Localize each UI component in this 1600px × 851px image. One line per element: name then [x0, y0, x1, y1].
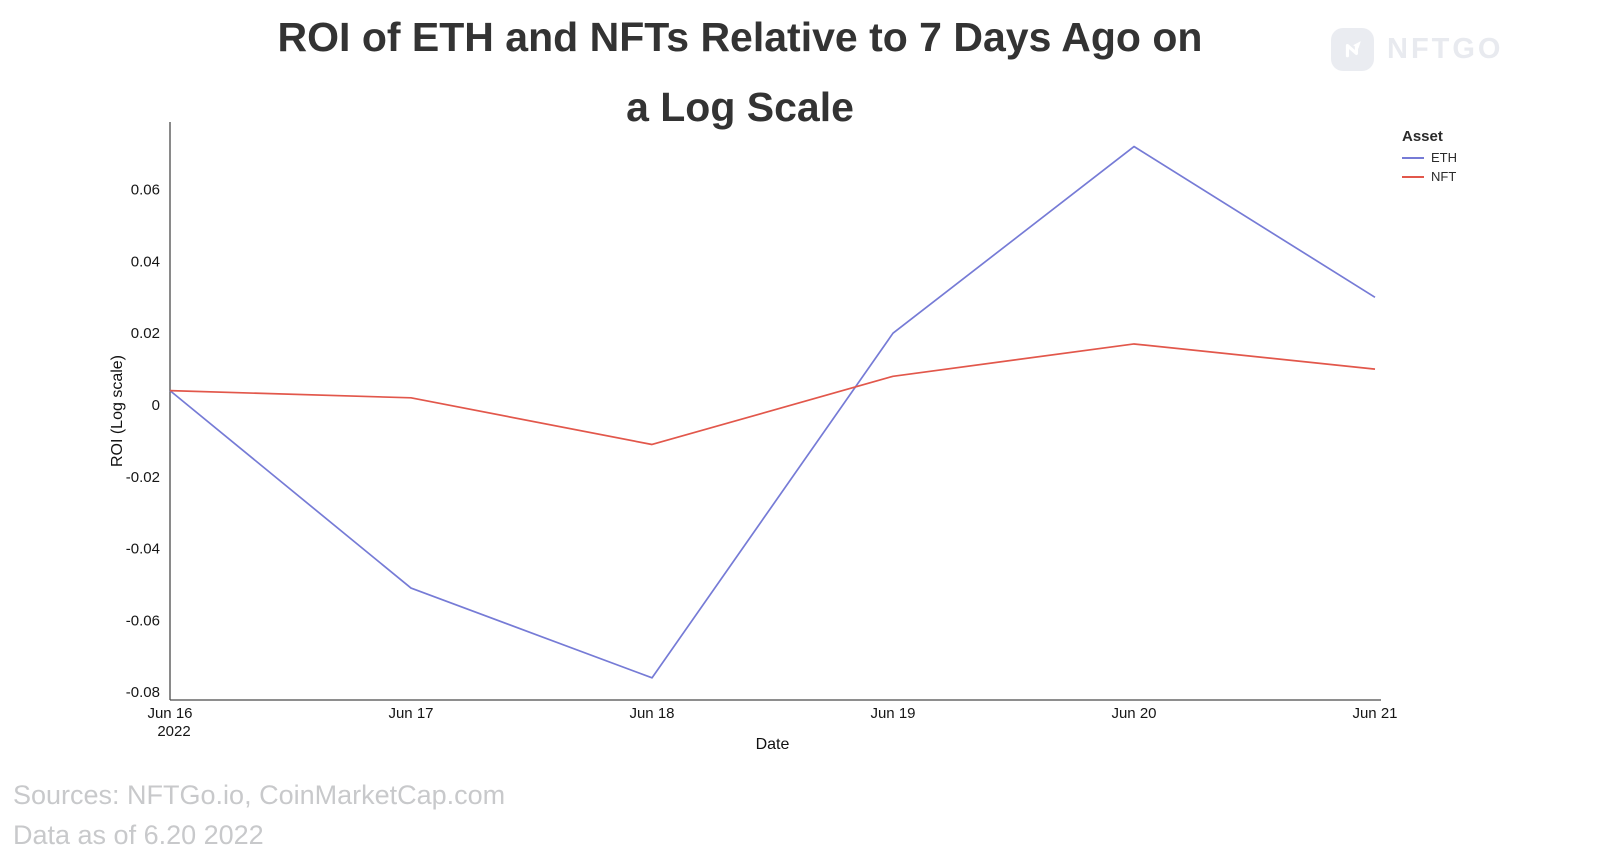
y-tick-label: -0.04 — [126, 541, 160, 558]
x-tick-label: Jun 17 — [388, 705, 433, 722]
legend-label-eth: ETH — [1431, 150, 1457, 165]
legend-item-eth: ETH — [1402, 150, 1457, 165]
y-tick-label: 0.04 — [131, 253, 160, 270]
x-tick-year-label: 2022 — [157, 723, 190, 740]
x-tick-label: Jun 21 — [1352, 705, 1397, 722]
nftgo-arrow-n-glyph — [1345, 41, 1361, 58]
y-tick-label: 0.02 — [131, 325, 160, 342]
chart-title: ROI of ETH and NFTs Relative to 7 Days A… — [0, 2, 1480, 142]
chart-footer: Sources: NFTGo.io, CoinMarketCap.com Dat… — [13, 780, 505, 851]
y-tick-label: -0.06 — [126, 612, 160, 629]
x-tick-label: Jun 20 — [1111, 705, 1156, 722]
y-tick-label: -0.02 — [126, 469, 160, 486]
nft-line-swatch — [1402, 175, 1424, 178]
chart-svg: 0.06 0.04 0.02 0 -0.02 -0.04 -0.06 -0.08 Jun 162… — [109, 122, 1398, 753]
nftgo-logo-icon — [1331, 28, 1374, 71]
x-tick-label: Jun 18 — [629, 705, 674, 722]
eth-line — [169, 145, 1376, 679]
x-tick-label: Jun 16 — [147, 705, 192, 722]
chart-title-line2: a Log Scale — [626, 84, 854, 130]
y-axis-title: ROI (Log scale) — [109, 355, 126, 467]
y-tick-label: 0 — [152, 397, 160, 414]
y-tick-label: 0.06 — [131, 182, 160, 199]
chart-legend: Asset ETH NFT — [1402, 128, 1457, 188]
legend-label-nft: NFT — [1431, 169, 1457, 184]
legend-item-nft: NFT — [1402, 169, 1457, 184]
x-tick-label: Jun 19 — [870, 705, 915, 722]
nftgo-logo-text: NFTGO — [1387, 33, 1504, 65]
sources-text: Sources: NFTGo.io, CoinMarketCap.com — [13, 780, 506, 810]
legend-title: Asset — [1402, 128, 1443, 145]
nft-line — [169, 343, 1376, 446]
y-tick-label: -0.08 — [126, 684, 160, 701]
x-axis-title: Date — [756, 736, 790, 753]
chart-title-line1: ROI of ETH and NFTs Relative to 7 Days A… — [277, 14, 1203, 60]
nftgo-logo: NFTGO — [1331, 28, 1504, 71]
data-as-of-text: Data as of 6.20 2022 — [13, 820, 264, 850]
eth-line-swatch — [1402, 156, 1424, 159]
roi-line-chart: 0.06 0.04 0.02 0 -0.02 -0.04 -0.06 -0.08 Jun 16 2… — [109, 122, 1398, 753]
